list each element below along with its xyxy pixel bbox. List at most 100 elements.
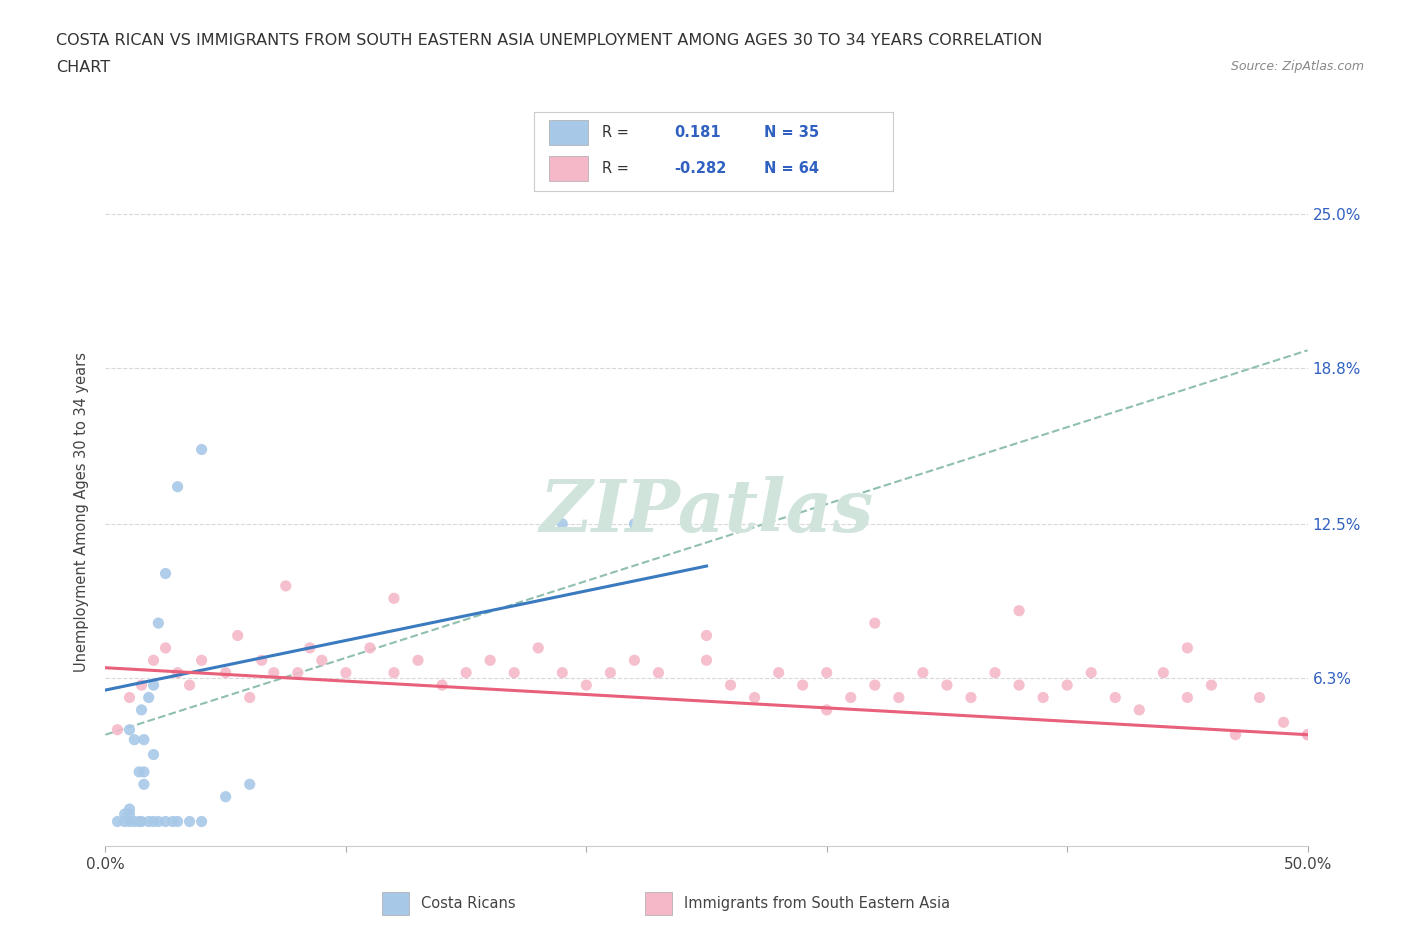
Point [166, 665, 188, 680]
Point [792, 678, 814, 693]
Point [551, 665, 574, 680]
Point [138, 690, 160, 705]
Point [1008, 604, 1031, 618]
Point [382, 665, 405, 680]
Point [226, 628, 249, 643]
Point [132, 764, 155, 779]
Point [131, 702, 153, 717]
Point [118, 723, 141, 737]
Point [623, 653, 645, 668]
Point [1008, 678, 1031, 693]
Point [454, 665, 477, 680]
Point [406, 653, 429, 668]
Point [118, 806, 141, 821]
Text: R =: R = [602, 161, 634, 176]
Point [131, 678, 153, 693]
Point [696, 628, 718, 643]
Point [335, 665, 357, 680]
Text: COSTA RICAN VS IMMIGRANTS FROM SOUTH EASTERN ASIA UNEMPLOYMENT AMONG AGES 30 TO : COSTA RICAN VS IMMIGRANTS FROM SOUTH EAS… [56, 33, 1043, 47]
Point [155, 641, 177, 656]
Point [214, 665, 236, 680]
Point [503, 665, 526, 680]
Point [1152, 665, 1174, 680]
Point [179, 814, 201, 829]
Point [960, 690, 983, 705]
Point [430, 678, 453, 693]
Point [575, 678, 598, 693]
Point [114, 806, 136, 821]
Text: Costa Ricans: Costa Ricans [422, 896, 516, 910]
Point [1175, 690, 1198, 705]
Point [239, 690, 262, 705]
Point [155, 566, 177, 581]
Point [599, 665, 621, 680]
Point [190, 814, 212, 829]
Point [107, 814, 129, 829]
Point [128, 814, 150, 829]
Point [936, 678, 959, 693]
Point [166, 814, 188, 829]
Point [132, 732, 155, 747]
Text: N = 35: N = 35 [763, 125, 818, 140]
Point [214, 790, 236, 804]
Point [863, 616, 886, 631]
Point [1104, 690, 1126, 705]
Point [263, 665, 285, 680]
Text: Source: ZipAtlas.com: Source: ZipAtlas.com [1230, 60, 1364, 73]
Point [287, 665, 309, 680]
Point [124, 732, 146, 747]
Point [623, 516, 645, 531]
Point [311, 653, 333, 668]
Point [1080, 665, 1102, 680]
Bar [645, 893, 672, 915]
Point [815, 665, 838, 680]
Point [744, 690, 766, 705]
Point [768, 665, 790, 680]
Point [696, 653, 718, 668]
Bar [548, 120, 588, 145]
Text: -0.282: -0.282 [673, 161, 727, 176]
Text: ZIPatlas: ZIPatlas [540, 476, 873, 547]
Point [131, 814, 153, 829]
Point [1249, 690, 1271, 705]
Point [647, 665, 669, 680]
Point [148, 814, 170, 829]
Bar [382, 893, 409, 915]
Point [142, 747, 165, 762]
Point [190, 653, 212, 668]
Point [124, 814, 146, 829]
Point [138, 814, 160, 829]
Point [551, 516, 574, 531]
Point [114, 814, 136, 829]
Point [155, 814, 177, 829]
Point [1296, 727, 1319, 742]
Bar [548, 156, 588, 181]
Point [250, 653, 273, 668]
Point [1272, 715, 1295, 730]
Point [1056, 678, 1078, 693]
Point [142, 814, 165, 829]
Point [720, 678, 742, 693]
Point [118, 814, 141, 829]
Point [1225, 727, 1247, 742]
Point [142, 653, 165, 668]
Point [911, 665, 934, 680]
Point [1032, 690, 1054, 705]
Text: Immigrants from South Eastern Asia: Immigrants from South Eastern Asia [685, 896, 950, 910]
Point [118, 690, 141, 705]
Point [359, 641, 381, 656]
Point [984, 665, 1007, 680]
Point [148, 616, 170, 631]
Text: R =: R = [602, 125, 634, 140]
Point [839, 690, 862, 705]
Point [527, 641, 550, 656]
Point [479, 653, 502, 668]
Point [298, 641, 321, 656]
Point [1296, 727, 1319, 742]
Point [863, 678, 886, 693]
Point [162, 814, 184, 829]
Point [128, 764, 150, 779]
Point [132, 777, 155, 791]
Point [815, 702, 838, 717]
Point [166, 479, 188, 494]
